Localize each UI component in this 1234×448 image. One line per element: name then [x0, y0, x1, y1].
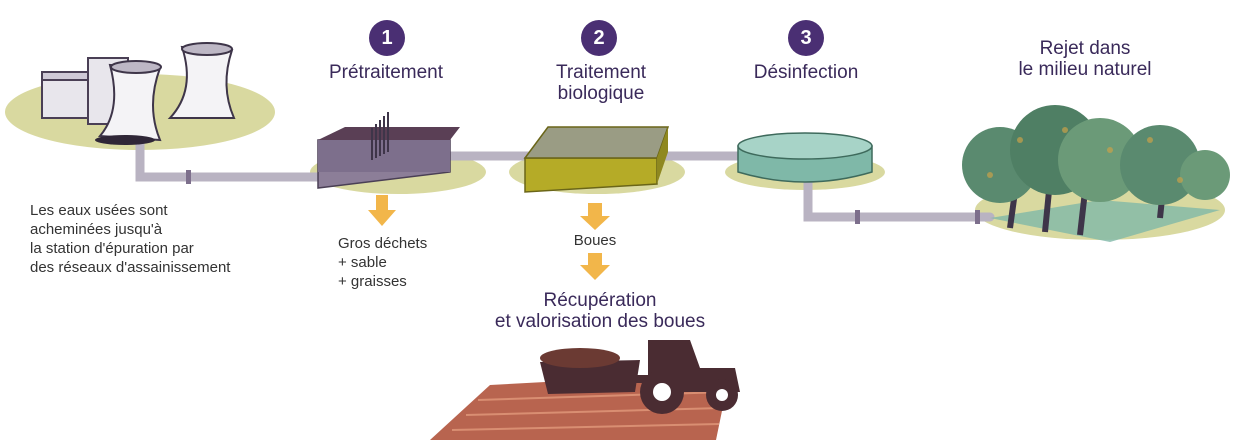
step-3-badge: 3: [788, 20, 824, 56]
arrow-down-icon: [580, 203, 610, 230]
sludge-label: Boues: [573, 232, 617, 249]
recovery-line-1: Récupération: [543, 290, 657, 311]
step-1-badge: 1: [369, 20, 405, 56]
intro-line-2: acheminées jusqu'à: [30, 221, 163, 238]
output-line-2: + sable: [338, 254, 387, 271]
disinfection-tank-icon: [737, 132, 873, 183]
release-line-1: Rejet dans: [1039, 38, 1131, 59]
step-2-badge: 2: [581, 20, 617, 56]
biological-basin-icon: [523, 126, 670, 193]
output-line-1: Gros déchets: [338, 235, 428, 252]
release-title: Rejet dans le milieu naturel: [980, 38, 1190, 80]
step-1-title: Prétraitement: [328, 62, 444, 83]
arrow-down-icon: [368, 195, 396, 226]
intro-line-3: la station d'épuration par: [30, 240, 194, 257]
intro-text: Les eaux usées sont acheminées jusqu'à l…: [30, 201, 290, 277]
pipe-joints: [186, 170, 980, 224]
release-line-2: le milieu naturel: [1018, 59, 1152, 80]
plant-icon: [41, 42, 236, 145]
down-arrows: [368, 195, 610, 280]
intro-line-4: des réseaux d'assainissement: [30, 259, 231, 276]
intro-line-1: Les eaux usées sont: [30, 202, 168, 219]
output-line-3: + graisses: [338, 273, 407, 290]
pretreatment-basin-icon: [317, 112, 460, 189]
arrow-down-icon: [580, 253, 610, 280]
pretreatment-output: Gros déchets + sable + graisses: [338, 234, 458, 291]
step-3-title: Désinfection: [753, 62, 859, 83]
trees-icon: [962, 105, 1230, 242]
pipe-network: [135, 137, 995, 222]
recovery-title: Récupération et valorisation des boues: [450, 290, 750, 332]
step-2-title: Traitement biologique: [555, 62, 647, 104]
tractor-icon: [540, 340, 740, 414]
recovery-line-2: et valorisation des boues: [494, 311, 706, 332]
